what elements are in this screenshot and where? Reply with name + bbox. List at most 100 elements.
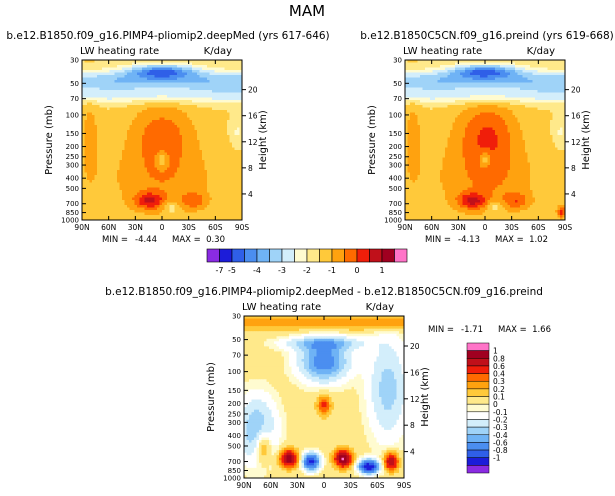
heatmap-cell [132,72,135,76]
heatmap-cell [137,70,140,73]
heatmap-cell [179,125,183,128]
heatmap-cell [112,77,115,81]
units-label: K/day [204,46,232,57]
heatmap-cell [194,195,198,198]
heatmap-cell [452,75,456,78]
heatmap-cell [199,120,203,123]
heatmap-cell [460,75,463,78]
heatmap-cell [114,185,118,188]
heatmap-cell [492,80,496,83]
heatmap-cell [164,100,168,103]
heatmap-cell [505,80,508,83]
heatmap-cell [234,117,238,121]
heatmap-cell [184,100,188,103]
heatmap-cell [482,65,486,68]
heatmap-cell [92,207,95,211]
heatmap-cell [212,95,215,98]
heatmap-cell [154,152,158,156]
heatmap-cell [157,140,160,143]
heatmap-cell [129,145,133,148]
heatmap-cell [187,167,190,171]
heatmap-cell [189,110,193,113]
heatmap-cell [502,77,506,81]
heatmap-cell [209,115,213,118]
heatmap-cell [507,72,511,76]
heatmap-cell [99,112,103,116]
heatmap-cell [167,195,170,198]
heatmap-cell [192,67,195,71]
heatmap-cell [129,97,133,101]
heatmap-cell [89,75,93,78]
heatmap-cell [197,180,200,183]
heatmap-cell [224,90,228,93]
heatmap-cell [174,217,178,220]
heatmap-cell [154,90,158,93]
heatmap-cell [179,180,183,183]
heatmap-cell [112,187,115,191]
heatmap-cell [152,82,155,86]
heatmap-cell [437,90,441,93]
heatmap-cell [525,72,528,76]
y-tick-label: 500 [66,185,79,193]
heatmap-cell [207,195,210,198]
heatmap-cell [92,175,95,178]
heatmap-cell [460,82,463,86]
heatmap-cell [94,167,98,171]
heatmap-cell [187,205,190,208]
heatmap-cell [192,137,195,141]
heatmap-cell [194,75,198,78]
heatmap-cell [149,147,153,151]
heatmap-cell [172,80,175,83]
heatmap-cell [104,62,108,66]
heatmap-cell [102,127,105,131]
heatmap-cell [154,212,158,216]
heatmap-cell [157,112,160,116]
heatmap-cell [142,135,145,138]
heatmap-cell [92,87,95,91]
heatmap-cell [117,190,120,193]
heatmap-cell [194,212,198,216]
heatmap-cell [169,105,173,108]
heatmap-cell [224,117,228,121]
heatmap-cell [194,87,198,91]
heatmap-cell [234,182,238,186]
heatmap-cell [515,77,518,81]
heatmap-cell [89,102,93,106]
heatmap-cell [505,75,508,78]
heatmap-cell [99,127,103,131]
heatmap-cell [167,65,170,68]
heatmap-cell [425,87,428,91]
heatmap-cell [102,195,105,198]
heatmap-cell [224,75,228,78]
heatmap-cell [430,65,433,68]
heatmap-cell [177,180,180,183]
heatmap-cell [212,132,215,136]
heatmap-cell [217,135,220,138]
heatmap-cell [94,77,98,81]
heatmap-cell [505,70,508,73]
heatmap-cell [182,110,185,113]
heatmap-cell [144,195,148,198]
heatmap-cell [82,70,85,73]
heatmap-cell [84,100,88,103]
heatmap-cell [219,90,223,93]
heatmap-cell [182,212,185,216]
heatmap-cell [159,137,163,141]
heatmap-cell [124,135,128,138]
heatmap-cell [222,187,225,191]
heatmap-cell [197,205,200,208]
heatmap-cell [500,62,503,66]
heatmap-cell [124,190,128,193]
heatmap-cell [169,175,173,178]
heatmap-cell [232,157,235,161]
heatmap-cell [117,195,120,198]
heatmap-cell [477,65,481,68]
heatmap-cell [152,60,155,63]
heatmap-cell [510,70,513,73]
heatmap-cell [222,162,225,166]
heatmap-cell [92,195,95,198]
heatmap-cell [159,182,163,186]
heatmap-cell [465,90,468,93]
heatmap-cell [229,200,233,203]
heatmap-cell [164,210,168,213]
